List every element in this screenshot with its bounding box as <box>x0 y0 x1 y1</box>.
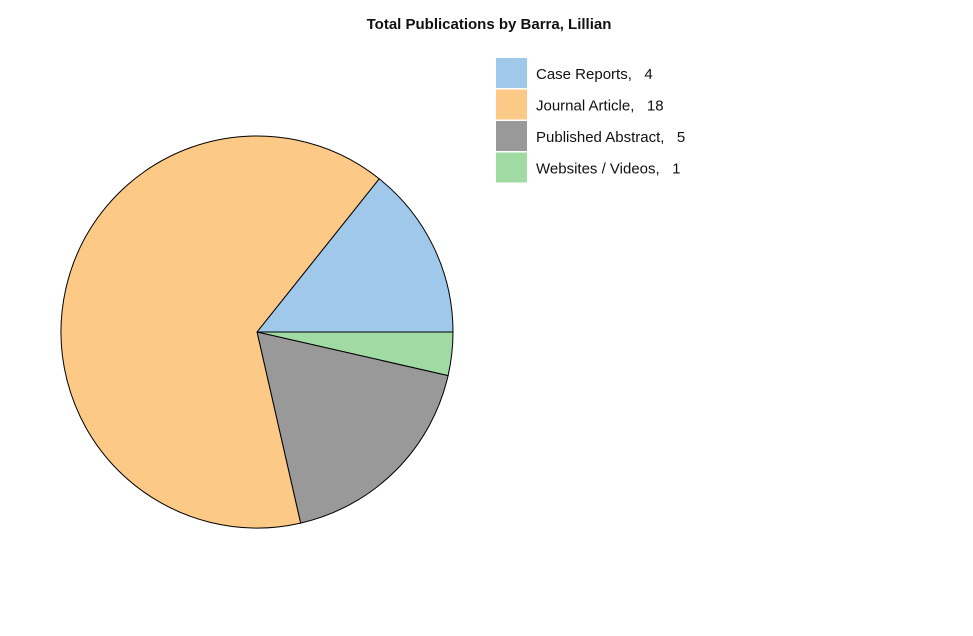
legend-label: Published Abstract, 5 <box>536 129 685 146</box>
legend-item: Journal Article, 18 <box>496 89 664 120</box>
legend-label: Websites / Videos, 1 <box>536 161 681 178</box>
legend-label: Journal Article, 18 <box>536 98 664 115</box>
pie-slice-published-abstract <box>256 331 449 524</box>
chart-title: Total Publications by Barra, Lillian <box>366 16 612 33</box>
pie-slices <box>60 135 454 529</box>
legend: Case Reports, 4 Journal Article, 18 Publis… <box>496 58 685 183</box>
legend-label: Case Reports, 4 <box>536 66 653 83</box>
legend-swatch <box>496 58 527 88</box>
legend-swatch <box>496 152 527 183</box>
pie-slice-journal-article <box>60 135 380 529</box>
legend-item: Case Reports, 4 <box>496 58 653 88</box>
pie-slice-case-reports <box>255 178 454 333</box>
legend-item: Published Abstract, 5 <box>496 121 685 151</box>
legend-swatch <box>496 89 527 120</box>
legend-item: Websites / Videos, 1 <box>496 152 681 183</box>
legend-swatch <box>496 121 527 151</box>
